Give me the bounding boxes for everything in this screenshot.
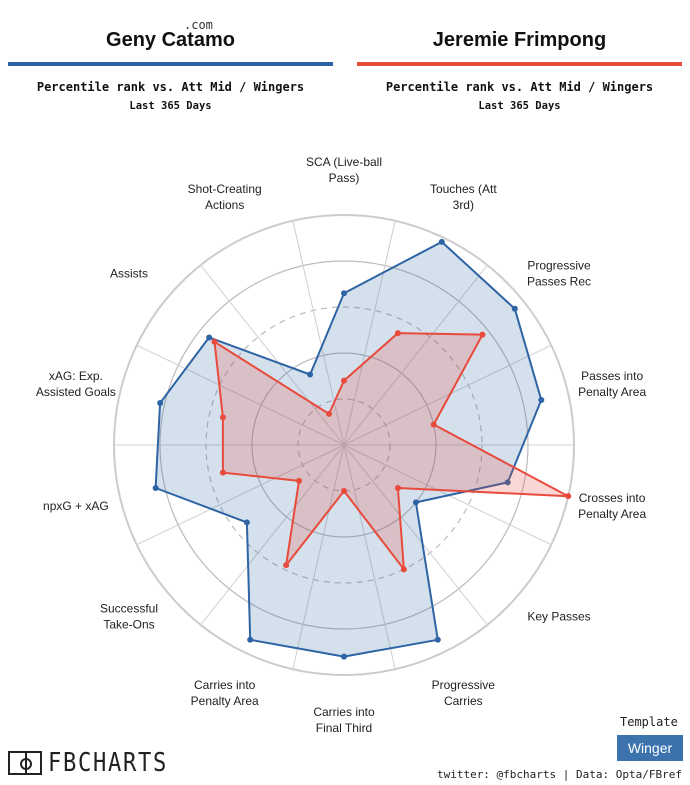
player-color-bar-right xyxy=(357,62,682,66)
series-point-1 xyxy=(394,485,401,492)
grid-spoke xyxy=(136,444,345,546)
series-point-0 xyxy=(434,636,441,643)
series-point-1 xyxy=(430,421,437,428)
series-point-0 xyxy=(511,305,518,312)
grid-spoke xyxy=(343,444,396,670)
axis-label: Successful Take-Ons xyxy=(100,601,158,631)
grid-spoke xyxy=(343,444,488,626)
axis-label: Carries into Penalty Area xyxy=(191,678,259,708)
grid-spoke xyxy=(343,264,488,446)
series-point-1 xyxy=(219,469,226,476)
axis-label: xAG: Exp. Assisted Goals xyxy=(36,369,116,399)
axis-label: Shot-Creating Actions xyxy=(188,182,262,212)
series-point-1 xyxy=(479,331,486,338)
axis-label: Carries into Final Third xyxy=(313,705,375,735)
series-point-0 xyxy=(206,334,213,341)
series-point-0 xyxy=(504,479,511,486)
grid-spoke xyxy=(200,444,345,626)
player-header-right: Jeremie Frimpong Percentile rank vs. Att… xyxy=(357,26,682,112)
series-point-0 xyxy=(152,484,159,491)
series-point-0 xyxy=(438,238,445,245)
axis-label: Crosses into Penalty Area xyxy=(578,491,646,521)
axis-label: Touches (Att 3rd) xyxy=(430,182,497,212)
player-color-bar-left xyxy=(8,62,333,66)
series-point-0 xyxy=(341,290,347,297)
grid-spoke xyxy=(200,264,345,446)
pitch-icon xyxy=(8,751,42,775)
series-point-0 xyxy=(247,636,254,643)
series-point-1 xyxy=(219,414,226,421)
axis-label: SCA (Live-ball Pass) xyxy=(306,155,382,185)
template-badge: Winger xyxy=(617,735,683,761)
player-name-right: Jeremie Frimpong xyxy=(432,29,607,51)
player-subtitle-right: Percentile rank vs. Att Mid / Wingers xyxy=(385,80,654,94)
axis-label: Key Passes xyxy=(527,609,590,623)
series-point-1 xyxy=(341,377,347,384)
template-label: Template xyxy=(620,715,678,729)
series-point-1 xyxy=(326,410,333,417)
grid-spoke xyxy=(343,220,396,446)
player-period-left: Last 365 Days xyxy=(129,100,212,112)
fbcharts-logo[interactable]: FBCHARTS xyxy=(8,748,189,778)
series-point-1 xyxy=(341,488,347,494)
series-point-1 xyxy=(565,493,572,500)
series-point-1 xyxy=(394,330,401,337)
series-point-0 xyxy=(307,371,314,378)
axis-label: Progressive Carries xyxy=(432,678,496,708)
player-header-left: Geny Catamo Percentile rank vs. Att Mid … xyxy=(8,26,333,112)
series-point-1 xyxy=(211,338,218,345)
data-credit: twitter: @fbcharts | Data: Opta/FBref xyxy=(436,768,682,781)
series-point-1 xyxy=(296,477,303,484)
axis-label: Progressive Passes Rec xyxy=(527,259,591,289)
series-point-1 xyxy=(283,562,290,569)
player-name-left: Geny Catamo xyxy=(106,29,235,51)
grid-spoke xyxy=(136,344,345,446)
series-point-0 xyxy=(412,499,419,506)
series-point-1 xyxy=(400,566,407,573)
axis-label: Assists xyxy=(110,267,148,281)
grid-spoke xyxy=(343,344,552,446)
grid-spoke xyxy=(292,444,345,670)
player-subtitle-left: Percentile rank vs. Att Mid / Wingers xyxy=(36,80,305,94)
series-point-0 xyxy=(243,519,250,526)
axis-label: npxG + xAG xyxy=(43,499,109,513)
player-period-right: Last 365 Days xyxy=(478,100,561,112)
series-point-0 xyxy=(538,396,545,403)
logo-suffix: .com xyxy=(184,18,213,32)
grid-spoke xyxy=(292,220,345,446)
series-point-0 xyxy=(157,400,164,407)
logo-text: FBCHARTS xyxy=(48,748,169,778)
axis-label: Passes into Penalty Area xyxy=(578,369,646,399)
series-point-0 xyxy=(341,653,347,660)
